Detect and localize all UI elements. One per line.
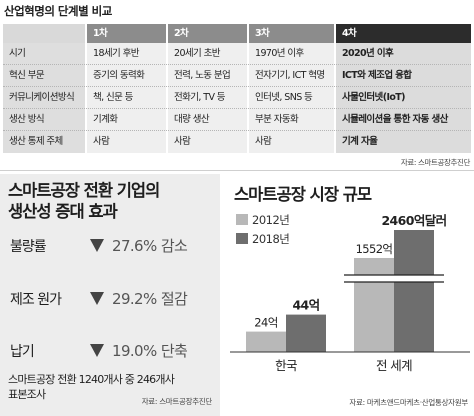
bar-value-label: 24억 [254,316,277,330]
market-source: 자료: 마케츠앤드마케츠·산업통상자원부 [349,398,468,407]
table-header-4: 4차 [336,24,471,43]
metric-value-delivery: 19.0% 단축 [90,340,188,361]
table-cell: 사람 [249,131,334,153]
table-header-3: 3차 [249,24,334,43]
section-divider [0,170,474,171]
table-header-1: 1차 [87,24,166,43]
table-cell: 대량 생산 [168,109,247,131]
table-cell: 시뮬레이션을 통한 자동 생산 [336,109,471,131]
table-cell: 증기의 동력화 [87,65,166,87]
table-cell: 부분 자동화 [249,109,334,131]
table-cell: 책, 신문 등 [87,87,166,109]
table-header-2: 2차 [168,24,247,43]
table-cell: 기계 자율 [336,131,471,153]
category-label: 전 세계 [376,358,412,373]
metric-value-cost: 29.2% 절감 [90,288,188,309]
productivity-panel [0,174,220,416]
table-title: 산업혁명의 단계별 비교 [4,4,112,18]
table-row: 시기 18세기 후반 20세기 초반 1970년 이후 2020년 이후 [3,43,471,65]
bar-2018년-한국 [286,314,326,352]
metric-label-delivery: 납기 [10,344,35,360]
table-cell: ICT와 제조업 융합 [336,65,471,87]
table-row: 혁신 부문 증기의 동력화 전력, 노동 분업 전자기기, ICT 혁명 ICT… [3,65,471,87]
row-divider [3,86,471,87]
metric-value-text: 29.2% 절감 [112,290,188,308]
legend-label-2018: 2018년 [252,232,290,246]
metric-value-text: 27.6% 감소 [112,237,188,255]
row-label: 커뮤니케이션방식 [3,87,85,109]
comparison-table: 1차 2차 3차 4차 시기 18세기 후반 20세기 초반 1970년 이후 … [3,24,471,153]
table-header-row: 1차 2차 3차 4차 [3,24,471,43]
productivity-note-line2: 표본조사 [8,388,46,401]
metric-value-defect: 27.6% 감소 [90,235,188,256]
row-label: 생산 방식 [3,109,85,131]
bar-value-label: 1552억 [356,242,393,256]
bar-2018년-전 세계 [394,230,434,352]
table-header-blank [3,24,85,43]
table-cell: 전력, 노동 분업 [168,65,247,87]
axis-break-gap [344,275,444,282]
table-cell: 1970년 이후 [249,43,334,65]
legend-swatch-2012 [236,214,248,225]
productivity-title: 스마트공장 전환 기업의 생산성 증대 효과 [8,180,160,222]
metric-label-cost: 제조 원가 [10,292,62,308]
bar-value-label: 2460억달러 [381,213,446,228]
table-cell: 사람 [168,131,247,153]
table-source: 자료: 스마트공장추진단 [400,158,471,167]
table-cell: 사물인터넷(IoT) [336,87,471,109]
category-label: 한국 [275,358,297,373]
row-divider [3,64,471,65]
table-cell: 전화기, TV 등 [168,87,247,109]
down-triangle-icon [90,239,104,252]
row-label: 시기 [3,43,85,65]
productivity-note: 스마트공장 전환 1240개사 중 246개사 표본조사 [8,372,175,402]
legend-label-2012: 2012년 [252,213,290,227]
table-cell: 인터넷, SNS 등 [249,87,334,109]
metric-value-text: 19.0% 단축 [112,342,188,360]
table-cell: 기계화 [87,109,166,131]
table-row: 커뮤니케이션방식 책, 신문 등 전화기, TV 등 인터넷, SNS 등 사물… [3,87,471,109]
table-cell: 전자기기, ICT 혁명 [249,65,334,87]
metric-label-defect: 불량률 [10,239,47,255]
row-divider [3,108,471,109]
down-triangle-icon [90,292,104,305]
table-row: 생산 통제 주체 사람 사람 사람 기계 자율 [3,131,471,153]
bar-value-label: 44억 [292,298,319,313]
row-label: 생산 통제 주체 [3,131,85,153]
legend-swatch-2018 [236,233,248,244]
table-row: 생산 방식 기계화 대량 생산 부분 자동화 시뮬레이션을 통한 자동 생산 [3,109,471,131]
productivity-title-line1: 스마트공장 전환 기업의 [8,181,160,200]
table-cell: 18세기 후반 [87,43,166,65]
table-cell: 사람 [87,131,166,153]
market-title: 스마트공장 시장 규모 [234,185,372,204]
bar-2012년-한국 [246,331,286,352]
productivity-source: 자료: 스마트공장추진단 [141,397,213,406]
productivity-note-line1: 스마트공장 전환 1240개사 중 246개사 [8,373,175,386]
productivity-title-line2: 생산성 증대 효과 [8,202,118,221]
row-divider [3,130,471,131]
row-label: 혁신 부문 [3,65,85,87]
down-triangle-icon [90,344,104,357]
bar-2012년-전 세계 [354,257,394,352]
table-cell: 2020년 이후 [336,43,471,65]
table-cell: 20세기 초반 [168,43,247,65]
